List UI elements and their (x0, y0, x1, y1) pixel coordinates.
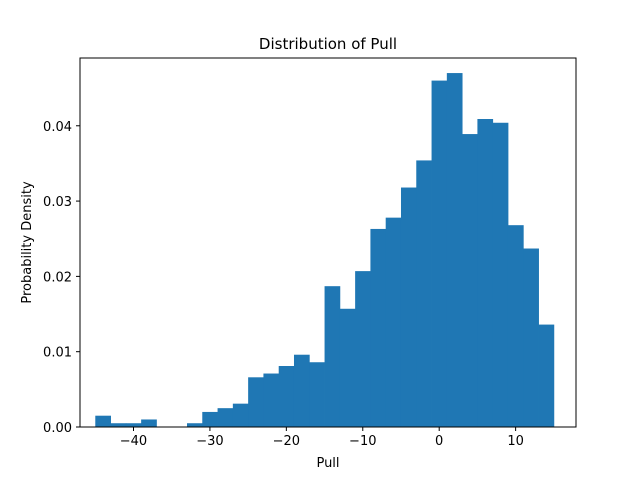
histogram-bar (477, 119, 494, 427)
histogram-bar (416, 160, 432, 428)
histogram-bar (324, 286, 341, 427)
histogram-bar (355, 271, 371, 427)
histogram-bar (431, 80, 448, 427)
y-axis-label: Probability Density (20, 181, 35, 304)
histogram-bar (385, 217, 402, 427)
chart-title: Distribution of Pull (259, 35, 397, 53)
bars-layer (95, 73, 555, 428)
histogram-bar (110, 423, 127, 427)
histogram-bar (492, 122, 509, 427)
histogram-bar (462, 134, 478, 427)
histogram-bar (95, 415, 111, 427)
x-tick-label: −40 (120, 434, 147, 449)
x-tick-label: −30 (196, 434, 223, 449)
x-tick-label: 0 (435, 434, 443, 449)
histogram-bar (446, 73, 463, 427)
histogram-bar (278, 366, 295, 427)
y-tick-label: 0.03 (43, 195, 72, 210)
histogram-bar (217, 408, 234, 427)
histogram-bar (538, 324, 555, 427)
histogram-bar (125, 423, 142, 427)
y-tick-label: 0.04 (43, 120, 72, 135)
histogram-bar (339, 308, 356, 427)
x-tick-label: 10 (507, 434, 524, 449)
histogram-bar (187, 423, 203, 427)
y-axis-ticks: 0.00 0.01 0.02 0.03 0.04 (43, 120, 80, 436)
y-tick-label: 0.02 (43, 270, 72, 285)
histogram-bar (400, 187, 417, 427)
histogram-bar (523, 248, 539, 427)
histogram-bar (293, 354, 310, 427)
histogram-bar (232, 403, 249, 427)
histogram-bar (507, 225, 524, 427)
x-axis-label: Pull (316, 456, 339, 471)
x-tick-label: −20 (273, 434, 300, 449)
histogram-bar (248, 377, 264, 427)
y-tick-label: 0.01 (43, 346, 72, 361)
histogram-bar (370, 228, 387, 427)
axes-frame (79, 57, 577, 428)
x-tick-label: −10 (349, 434, 376, 449)
histogram-bar (263, 373, 280, 427)
x-axis-ticks: −40 −30 −20 −10 0 10 (120, 427, 524, 449)
y-tick-label: 0.00 (43, 421, 72, 436)
histogram-bar (141, 419, 157, 427)
histogram-bar (309, 362, 325, 427)
histogram-bar (202, 411, 218, 427)
